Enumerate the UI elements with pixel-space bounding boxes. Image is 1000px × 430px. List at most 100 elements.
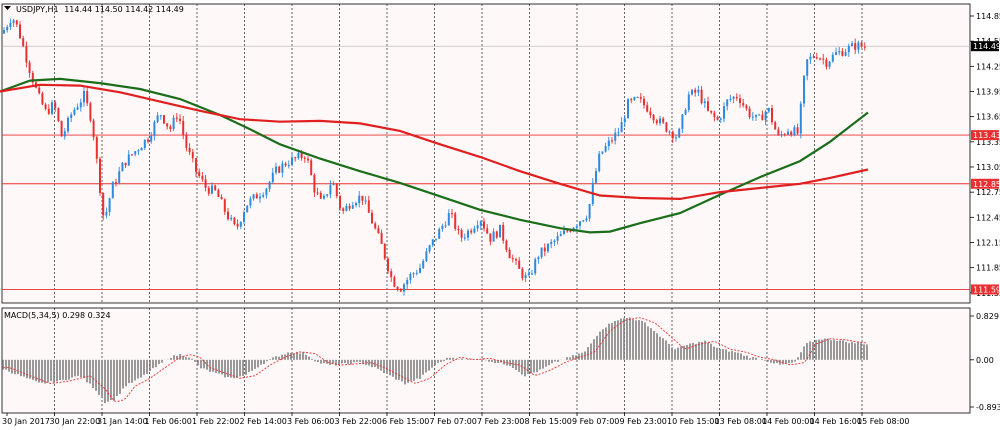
- candle-bear: [374, 223, 377, 229]
- candle-bear: [630, 99, 633, 101]
- candle-bear: [99, 158, 101, 193]
- candle-bull: [755, 114, 757, 117]
- candle-bear: [790, 131, 793, 136]
- candle-bull: [259, 196, 261, 199]
- candle-bull: [678, 128, 681, 138]
- candle-bull: [287, 165, 290, 167]
- candle-bull: [828, 61, 831, 67]
- candle-bear: [41, 93, 44, 105]
- candle-bull: [415, 272, 418, 274]
- macd-y-tick-label: 0.00: [976, 356, 994, 365]
- candle-bull: [262, 195, 265, 197]
- candle-bull: [723, 106, 725, 119]
- candle-bull: [803, 75, 805, 104]
- candle-bull: [137, 150, 140, 152]
- candle-bull: [499, 224, 501, 238]
- candle-bear: [671, 131, 674, 139]
- candle-bull: [633, 97, 636, 100]
- candle-bear: [649, 111, 652, 115]
- candle-bear: [163, 115, 165, 124]
- x-tick-label: 13 Feb 08:00: [715, 417, 767, 426]
- candle-bull: [595, 171, 597, 183]
- candle-bull: [537, 257, 540, 260]
- candle-bear: [489, 233, 492, 242]
- candle-bull: [550, 241, 553, 245]
- candle-bull: [553, 240, 556, 242]
- x-tick-label: 9 Feb 07:00: [572, 417, 619, 426]
- candle-bull: [172, 117, 175, 130]
- candle-bull: [556, 236, 559, 241]
- candle-bull: [3, 30, 5, 34]
- macd-signal-line: [3, 317, 868, 403]
- candle-bear: [396, 286, 399, 290]
- candle-bear: [745, 105, 748, 109]
- candle-bull: [239, 221, 242, 227]
- candle-bull: [687, 94, 690, 111]
- candle-bear: [131, 154, 133, 156]
- candle-bear: [367, 200, 370, 213]
- candle-bear: [611, 140, 613, 142]
- candle-bull: [108, 198, 111, 212]
- candle-bear: [665, 122, 668, 132]
- candle-bull: [70, 114, 73, 118]
- candle-bear: [643, 98, 645, 106]
- candle-bull: [67, 117, 69, 132]
- candle-bear: [54, 102, 57, 109]
- candle-bear: [60, 120, 63, 137]
- candle-bull: [582, 220, 585, 222]
- chart-header: USDJPY,H1 114.44 114.50 114.42 114.49: [16, 5, 184, 14]
- candle-bull: [230, 217, 233, 220]
- candle-bull: [435, 238, 437, 240]
- candle-bull: [63, 131, 66, 137]
- candle-bull: [479, 221, 482, 226]
- candle-bear: [95, 137, 98, 159]
- candle-bull: [844, 52, 847, 56]
- candle-bull: [134, 151, 137, 155]
- candle-bull: [697, 89, 700, 93]
- current-price-tag: [971, 41, 999, 52]
- candle-bull: [534, 259, 537, 274]
- candle-bear: [201, 175, 204, 180]
- level-tag: [971, 130, 999, 141]
- candle-bear: [214, 185, 217, 191]
- level-tag-label: 111.59: [973, 285, 1000, 294]
- candle-bear: [390, 271, 393, 278]
- candle-bull: [681, 114, 684, 129]
- x-tick-label: 1 Feb 06:00: [145, 417, 192, 426]
- candle-bear: [310, 160, 313, 176]
- candle-bull: [76, 107, 79, 110]
- candle-bear: [182, 120, 185, 135]
- candle-bull: [627, 99, 629, 119]
- candle-bull: [323, 195, 325, 199]
- candle-bear: [233, 217, 236, 224]
- y-tick-label: 114.25: [976, 62, 1000, 71]
- candle-bull: [780, 134, 783, 136]
- candle-bear: [543, 247, 546, 252]
- y-tick-label: 113.05: [976, 163, 1000, 172]
- candle-bull: [787, 131, 789, 135]
- candle-bear: [19, 24, 21, 39]
- candle-bull: [403, 284, 405, 292]
- candle-bull: [617, 132, 620, 134]
- candle-bull: [431, 239, 434, 246]
- candle-bull: [601, 151, 604, 154]
- level-tag: [971, 178, 999, 189]
- candle-bear: [399, 289, 402, 292]
- y-tick-label: 113.65: [976, 113, 1000, 122]
- candle-bear: [227, 211, 229, 220]
- candle-bear: [502, 224, 505, 241]
- candle-bull: [847, 45, 850, 53]
- candle-bull: [355, 203, 357, 206]
- candle-bear: [518, 260, 521, 269]
- candle-bull: [607, 140, 610, 146]
- candle-bear: [294, 157, 297, 159]
- candle-bear: [92, 120, 95, 138]
- candle-bear: [521, 268, 524, 279]
- y-tick-label: 113.35: [976, 138, 1000, 147]
- x-tick-label: 10 Feb 15:00: [667, 417, 719, 426]
- candle-bull: [809, 56, 812, 60]
- candle-bull: [271, 172, 274, 182]
- header-triangle-icon[interactable]: [4, 6, 11, 10]
- candle-bull: [799, 103, 802, 134]
- macd-y-tick-label: 0.829: [976, 312, 999, 321]
